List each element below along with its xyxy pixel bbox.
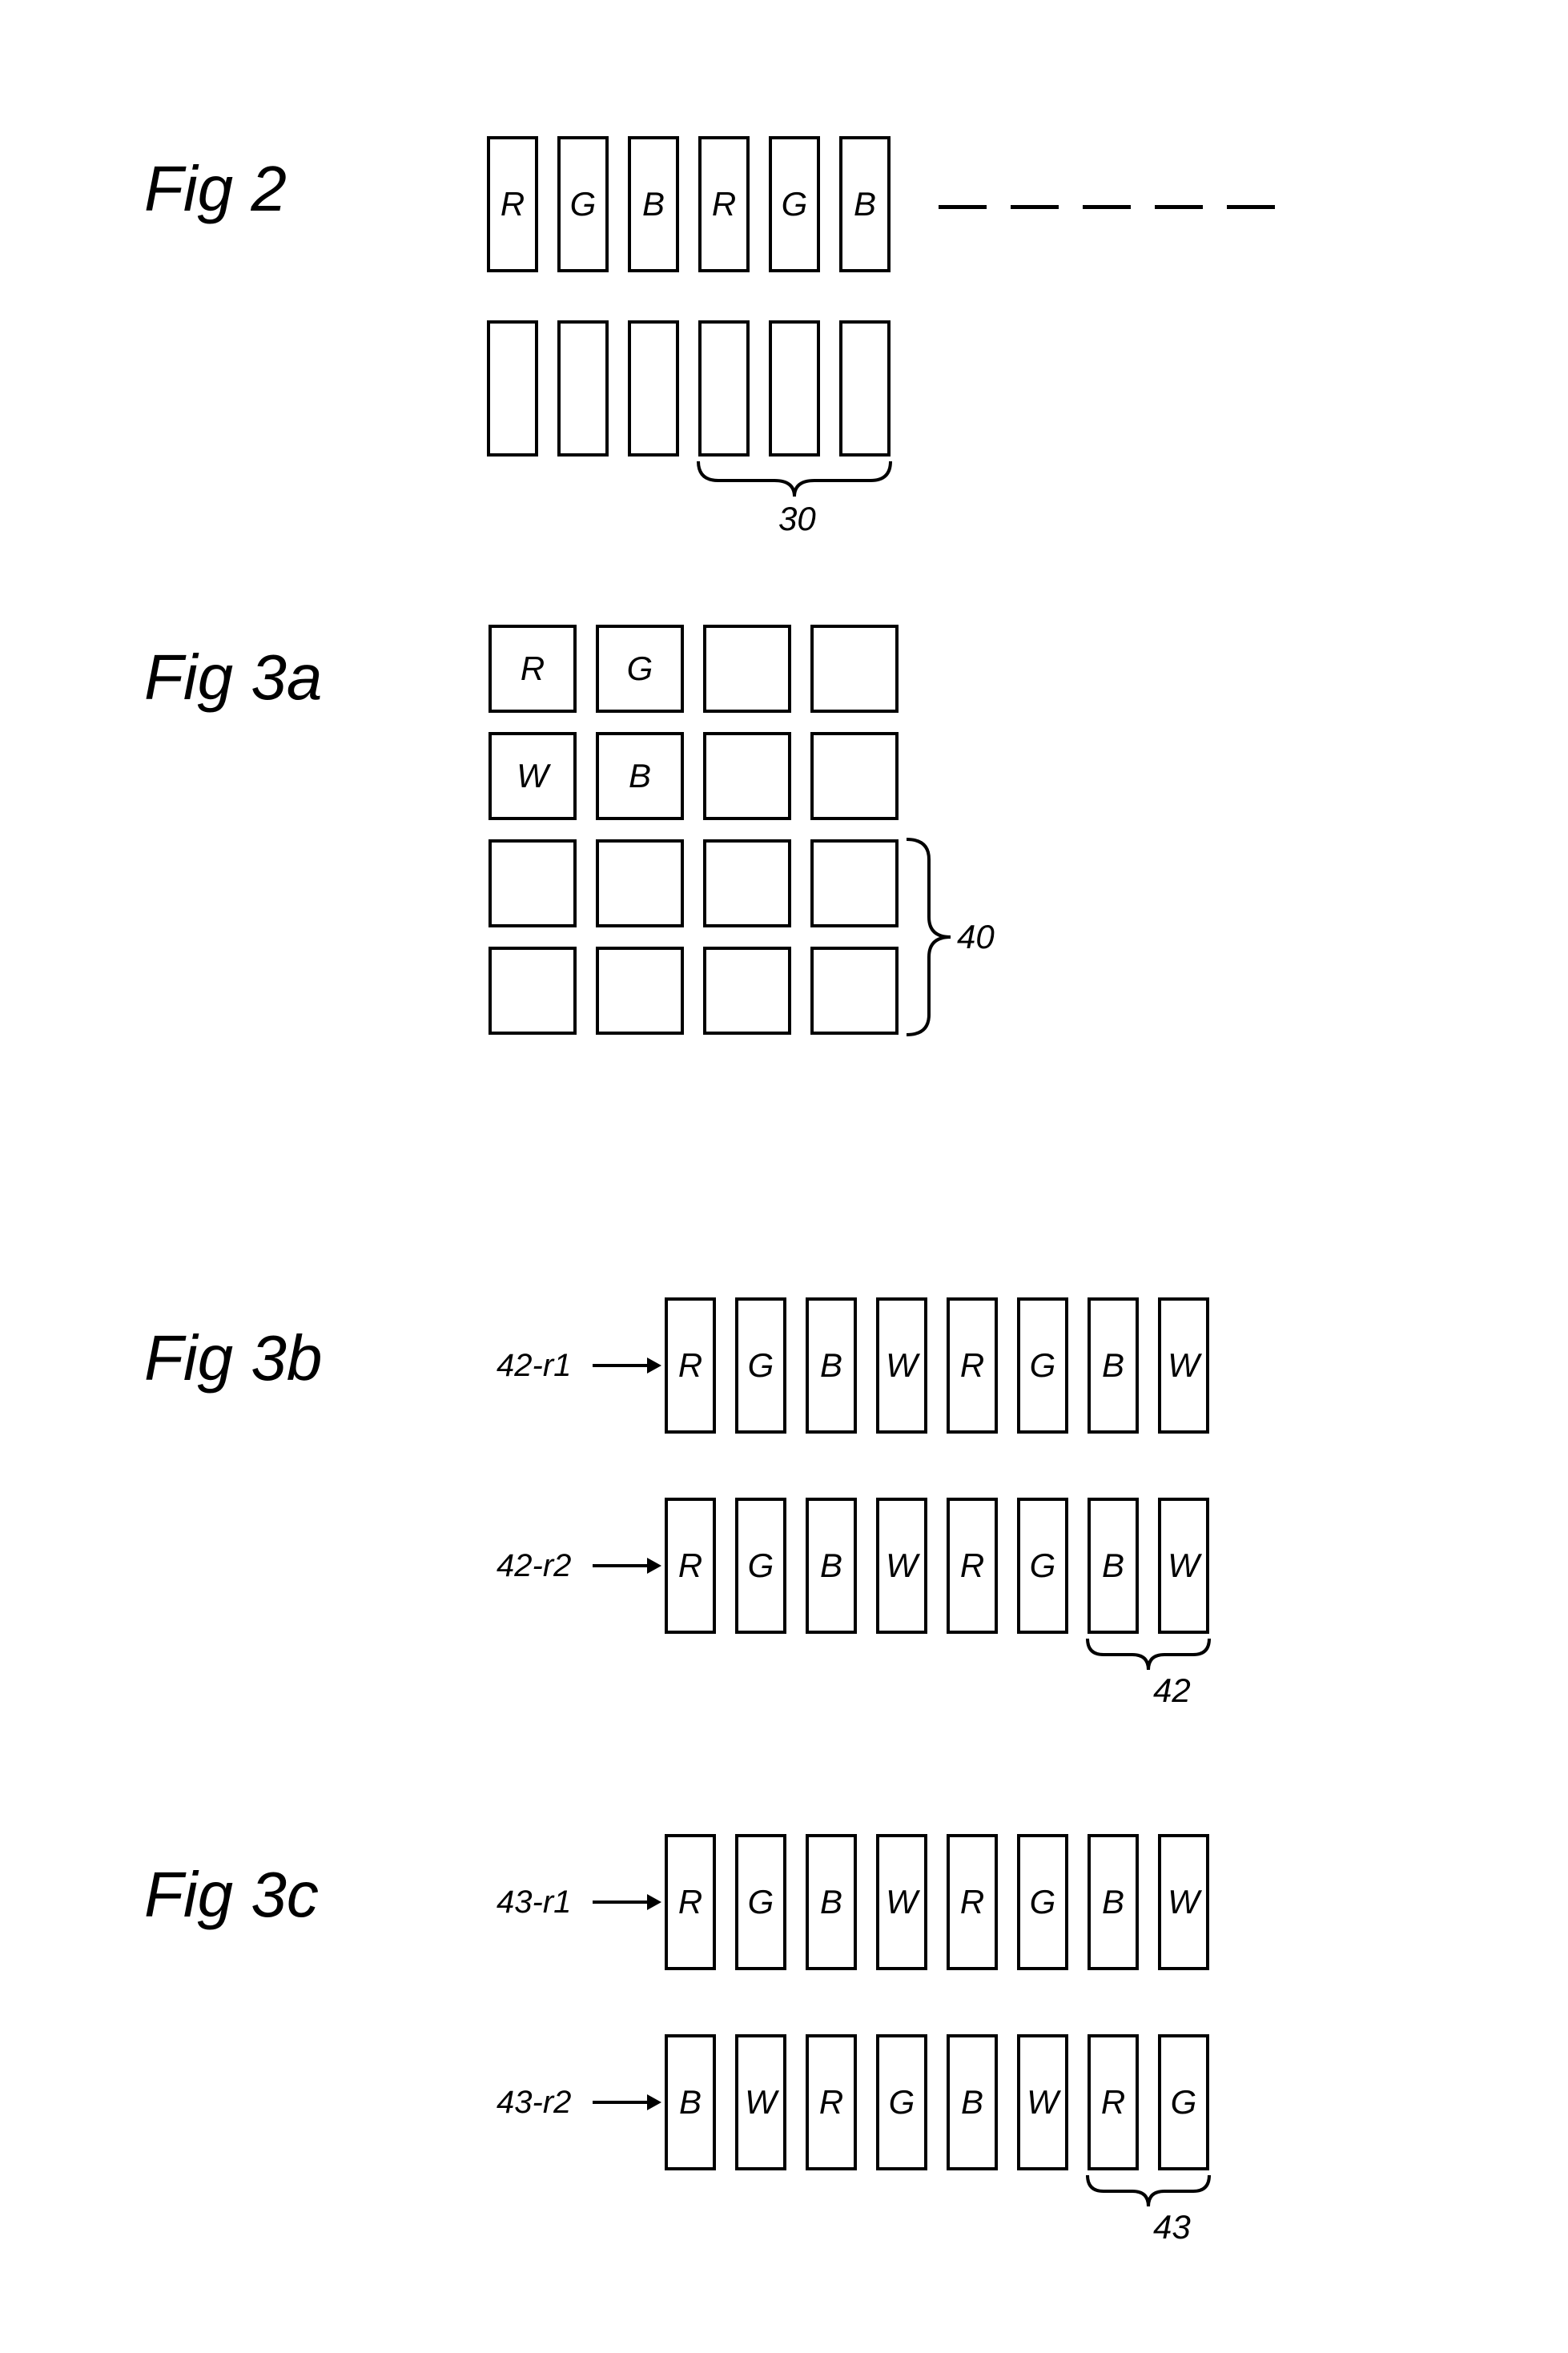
- fig3a-label: Fig 3a: [144, 641, 322, 714]
- fig3a-cell-r0-c0: R: [488, 625, 577, 713]
- fig2-row2-cell-5: [839, 320, 891, 457]
- fig3a-cell-r3-c2: [703, 947, 791, 1035]
- fig3c-row2-cell-2: R: [806, 2034, 857, 2170]
- fig3c-row2-cell-3: G: [876, 2034, 927, 2170]
- fig2-row1-cell-1: G: [557, 136, 609, 272]
- fig3c-row1-cell-4: R: [947, 1834, 998, 1970]
- fig3b-row1-cell-6: B: [1088, 1297, 1139, 1434]
- fig3c-row2-label: 43-r2: [497, 2085, 571, 2121]
- fig2-row1-cell-3: R: [698, 136, 750, 272]
- fig3a-cell-r0-c1: G: [596, 625, 684, 713]
- fig2-row2-cell-1: [557, 320, 609, 457]
- fig3b-row1-cell-1: G: [735, 1297, 786, 1434]
- fig3b-row2-cell-6: B: [1088, 1498, 1139, 1634]
- fig2-row2-cell-0: [487, 320, 538, 457]
- fig2-dash-1: [1011, 205, 1059, 209]
- fig3a-cell-r0-c3: [810, 625, 899, 713]
- fig3b-row1-label: 42-r1: [497, 1348, 571, 1384]
- fig3b-ref-42: 42: [1153, 1671, 1191, 1710]
- fig3b-row1-cell-0: R: [665, 1297, 716, 1434]
- fig3b-row1-cell-3: W: [876, 1297, 927, 1434]
- fig3b-row2-cell-4: R: [947, 1498, 998, 1634]
- fig3c-row1-cell-2: B: [806, 1834, 857, 1970]
- fig3b-row2-cell-2: B: [806, 1498, 857, 1634]
- fig3a-cell-r1-c3: [810, 732, 899, 820]
- fig3b-row2-cell-0: R: [665, 1498, 716, 1634]
- fig3b-row1-cell-7: W: [1158, 1297, 1209, 1434]
- fig2-row1-cell-5: B: [839, 136, 891, 272]
- fig2-row1-cell-2: B: [628, 136, 679, 272]
- fig3c-label: Fig 3c: [144, 1858, 319, 1932]
- fig3b-row1-cell-2: B: [806, 1297, 857, 1434]
- fig3c-row1-cell-5: G: [1017, 1834, 1068, 1970]
- fig3a-cell-r3-c0: [488, 947, 577, 1035]
- fig3b-label: Fig 3b: [144, 1321, 322, 1395]
- fig2-dash-3: [1155, 205, 1203, 209]
- fig3a-cell-r2-c1: [596, 839, 684, 927]
- fig3b-row1-cell-4: R: [947, 1297, 998, 1434]
- fig2-row1-cell-4: G: [769, 136, 820, 272]
- fig3a-cell-r1-c2: [703, 732, 791, 820]
- fig3b-row1-cell-5: G: [1017, 1297, 1068, 1434]
- fig2-dash-4: [1227, 205, 1275, 209]
- fig3a-cell-r3-c3: [810, 947, 899, 1035]
- fig3b-row2-cell-5: G: [1017, 1498, 1068, 1634]
- fig3b-row2-cell-1: G: [735, 1498, 786, 1634]
- fig2-label: Fig 2: [144, 152, 287, 226]
- fig3a-cell-r3-c1: [596, 947, 684, 1035]
- fig2-row2-cell-3: [698, 320, 750, 457]
- fig3a-cell-r2-c3: [810, 839, 899, 927]
- fig2-row1-cell-0: R: [487, 136, 538, 272]
- fig3c-row1-cell-1: G: [735, 1834, 786, 1970]
- fig3c-row2-cell-6: R: [1088, 2034, 1139, 2170]
- fig2-ref-30: 30: [778, 500, 816, 538]
- fig3b-row2-cell-7: W: [1158, 1498, 1209, 1634]
- fig3c-row1-cell-3: W: [876, 1834, 927, 1970]
- fig3a-cell-r1-c1: B: [596, 732, 684, 820]
- fig3c-row1-cell-0: R: [665, 1834, 716, 1970]
- fig3c-row1-cell-7: W: [1158, 1834, 1209, 1970]
- fig3b-row2-label: 42-r2: [497, 1548, 571, 1584]
- fig2-dash-2: [1083, 205, 1131, 209]
- fig2-dash-0: [939, 205, 987, 209]
- fig3c-row1-cell-6: B: [1088, 1834, 1139, 1970]
- fig3c-ref-43: 43: [1153, 2208, 1191, 2246]
- fig3a-cell-r0-c2: [703, 625, 791, 713]
- fig3a-cell-r2-c0: [488, 839, 577, 927]
- fig3c-row2-cell-0: B: [665, 2034, 716, 2170]
- fig3a-cell-r1-c0: W: [488, 732, 577, 820]
- fig3b-row2-cell-3: W: [876, 1498, 927, 1634]
- fig2-row2-cell-4: [769, 320, 820, 457]
- fig3c-row2-cell-4: B: [947, 2034, 998, 2170]
- fig3c-row2-cell-7: G: [1158, 2034, 1209, 2170]
- fig3c-row2-cell-5: W: [1017, 2034, 1068, 2170]
- fig3a-cell-r2-c2: [703, 839, 791, 927]
- fig3a-ref-40: 40: [957, 918, 995, 956]
- fig3c-row2-cell-1: W: [735, 2034, 786, 2170]
- fig2-row2-cell-2: [628, 320, 679, 457]
- fig3c-row1-label: 43-r1: [497, 1884, 571, 1921]
